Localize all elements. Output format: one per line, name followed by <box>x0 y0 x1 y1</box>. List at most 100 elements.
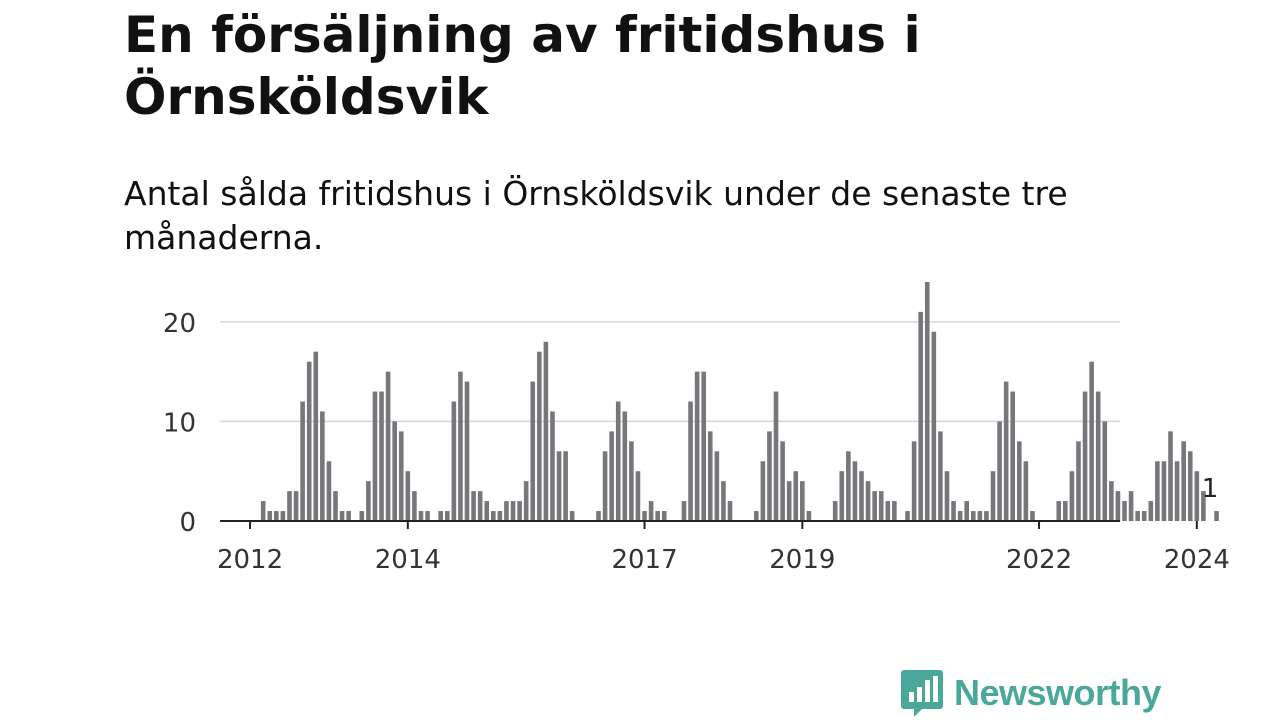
bars <box>260 282 1219 522</box>
bar-18 <box>346 511 351 521</box>
bar-120 <box>1017 441 1022 521</box>
bar-71 <box>694 371 700 522</box>
bar-103 <box>905 511 910 521</box>
bar-87 <box>800 481 805 521</box>
bar-52 <box>569 511 575 521</box>
bar-116 <box>990 471 996 521</box>
bar-138 <box>1135 511 1140 521</box>
bar-6 <box>267 511 273 521</box>
bar-72 <box>701 371 706 522</box>
axes: 0 10 20 2012 2014 2017 2019 2022 2024 <box>163 309 1230 575</box>
bar-143 <box>1168 431 1173 522</box>
bar-75 <box>721 481 726 521</box>
bar-92 <box>832 501 838 521</box>
bar-136 <box>1122 501 1127 521</box>
bar-130 <box>1082 391 1088 521</box>
bar-11 <box>300 401 305 521</box>
bar-28 <box>412 491 417 522</box>
x-tick-label-2014: 2014 <box>375 545 441 575</box>
bar-114 <box>977 511 983 521</box>
bar-41 <box>497 511 503 521</box>
bar-144 <box>1174 461 1180 521</box>
bar-48 <box>543 341 549 521</box>
chart-title: En försäljning av fritidshus i Örnskölds… <box>124 6 921 126</box>
bar-104 <box>911 441 917 521</box>
bar-10 <box>293 491 299 522</box>
x-tick-label-2017: 2017 <box>611 545 677 575</box>
bar-42 <box>504 501 509 521</box>
bar-76 <box>727 501 733 521</box>
bar-100 <box>885 501 891 521</box>
bar-62 <box>635 471 641 521</box>
bar-94 <box>846 451 851 521</box>
bar-146 <box>1187 451 1193 521</box>
bar-84 <box>780 441 785 521</box>
bar-134 <box>1109 481 1114 521</box>
bar-96 <box>859 471 864 521</box>
bar-119 <box>1010 391 1016 521</box>
bar-12 <box>306 361 312 521</box>
bar-65 <box>655 511 660 521</box>
bar-142 <box>1161 461 1167 521</box>
bar-140 <box>1148 501 1154 521</box>
bar-122 <box>1030 511 1035 521</box>
bar-106 <box>924 282 930 521</box>
bar-26 <box>398 431 404 522</box>
bar-35 <box>458 371 463 522</box>
bar-108 <box>938 431 943 522</box>
bar-73 <box>707 431 713 522</box>
bar-22 <box>372 391 378 521</box>
bar-93 <box>839 471 845 521</box>
bar-111 <box>957 511 963 521</box>
bar-82 <box>767 431 772 522</box>
bar-135 <box>1115 491 1121 522</box>
newsworthy-logo: Newsworthy <box>900 668 1162 718</box>
bar-137 <box>1128 491 1134 522</box>
bar-70 <box>688 401 693 521</box>
bar-36 <box>464 381 470 521</box>
labels: 1 <box>1202 474 1219 504</box>
bar-17 <box>339 511 345 521</box>
bar-58 <box>609 431 614 522</box>
bar-129 <box>1076 441 1081 521</box>
bar-30 <box>425 511 430 521</box>
bar-20 <box>359 511 365 521</box>
bar-7 <box>274 511 279 521</box>
bar-128 <box>1069 471 1075 521</box>
bar-27 <box>405 471 411 521</box>
bar-44 <box>517 501 522 521</box>
bar-21 <box>366 481 371 521</box>
bar-37 <box>471 491 476 522</box>
bar-117 <box>997 421 1002 521</box>
chart-subtitle: Antal sålda fritidshus i Örnsköldsvik un… <box>124 174 1068 257</box>
bar-139 <box>1141 511 1147 521</box>
x-tick-label-2012: 2012 <box>217 545 283 575</box>
bar-147 <box>1194 471 1200 521</box>
y-tick-label-20: 20 <box>163 309 196 339</box>
bar-113 <box>970 511 976 521</box>
bar-13 <box>313 351 319 521</box>
bar-132 <box>1095 391 1101 521</box>
x-tick-label-2022: 2022 <box>1006 545 1072 575</box>
bar-45 <box>523 481 529 521</box>
bar-14 <box>320 411 325 521</box>
bar-118 <box>1003 381 1009 521</box>
bar-88 <box>806 511 812 521</box>
bar-5 <box>260 501 266 521</box>
bar-98 <box>872 491 877 522</box>
bar-51 <box>563 451 568 521</box>
bar-81 <box>760 461 766 521</box>
bar-60 <box>622 411 628 521</box>
bar-150 <box>1214 511 1219 521</box>
y-tick-label-0: 0 <box>179 508 196 538</box>
bar-148 <box>1201 491 1206 522</box>
bar-95 <box>852 461 858 521</box>
bar-25 <box>392 421 397 521</box>
bar-99 <box>878 491 884 522</box>
bar-63 <box>642 511 647 521</box>
bar-9 <box>287 491 292 522</box>
bar-107 <box>931 331 937 521</box>
bar-40 <box>491 511 496 521</box>
gridlines <box>220 321 1120 423</box>
